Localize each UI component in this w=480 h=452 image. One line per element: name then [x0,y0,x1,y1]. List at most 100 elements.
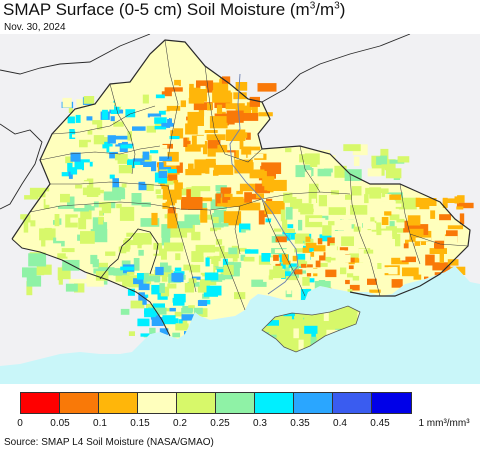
moisture-cell [99,171,106,177]
legend-swatch [333,393,372,413]
moisture-cell [102,109,108,120]
moisture-cell [385,194,392,202]
moisture-cell [87,126,93,135]
legend-tick-label: 0.45 [370,418,390,429]
moisture-cell [322,225,332,236]
moisture-cell [162,315,176,325]
moisture-cell [99,95,108,103]
moisture-cell [374,203,388,209]
moisture-cell [137,244,142,249]
moisture-cell [334,165,347,178]
legend-swatch [99,393,138,413]
moisture-cell [128,331,135,336]
moisture-cell [20,214,28,220]
moisture-cell [413,274,422,280]
moisture-cell [233,92,247,100]
moisture-cell [294,248,304,253]
moisture-cell [146,183,154,191]
moisture-cell [178,319,183,326]
moisture-cell [158,110,166,118]
moisture-cell [170,129,175,136]
moisture-cell [343,144,361,152]
moisture-cell [311,268,320,274]
moisture-cell [256,193,264,199]
moisture-cell [87,142,101,151]
moisture-cell [105,251,116,256]
moisture-cell [61,172,69,179]
moisture-cell [282,219,288,232]
moisture-cell [419,198,437,210]
moisture-cell [115,273,127,282]
moisture-cell [273,254,279,261]
moisture-cell [111,105,120,114]
moisture-cell [158,267,171,273]
moisture-cell [223,226,237,234]
moisture-cell [265,218,272,223]
moisture-cell [371,188,389,193]
moisture-cell [352,280,367,284]
map-date: Nov. 30, 2024 [4,22,66,33]
moisture-cell [403,228,409,233]
moisture-cell [352,275,360,284]
moisture-cell [318,195,327,207]
moisture-cell [199,214,219,220]
moisture-cell [151,161,157,172]
moisture-cell [384,211,392,216]
moisture-cell [362,221,375,229]
moisture-cell [37,195,46,207]
moisture-cell [73,208,89,212]
moisture-cell [285,276,298,281]
moisture-cell [145,178,159,184]
moisture-cell [161,237,171,246]
moisture-cell [249,193,262,200]
moisture-cell [122,275,139,287]
moisture-cell [151,312,158,316]
moisture-cell [162,143,173,149]
moisture-cell [305,242,317,249]
moisture-cell [329,245,337,252]
moisture-cell [258,112,273,117]
moisture-cell [41,238,46,247]
moisture-cell [306,273,312,277]
moisture-cell [143,294,149,298]
moisture-cell [302,277,310,286]
moisture-cell [159,100,167,111]
moisture-cell [273,265,283,273]
moisture-cell [70,145,75,152]
moisture-cell [188,278,197,283]
moisture-cell [367,278,377,285]
moisture-cell [311,251,324,256]
moisture-cell [271,219,286,229]
moisture-cell [159,162,164,170]
moisture-cell [217,229,223,240]
moisture-cell [181,275,190,287]
moisture-cell [162,202,169,209]
moisture-cell [244,192,252,208]
moisture-cell [74,281,85,293]
moisture-cell [78,159,90,163]
moisture-cell [174,267,182,271]
moisture-cell [92,161,102,169]
moisture-cell [325,269,337,278]
moisture-cell [213,255,221,262]
moisture-cell [408,241,415,254]
moisture-cell [90,229,108,243]
moisture-cell [154,307,167,315]
moisture-cell [134,165,144,169]
moisture-cell [62,259,80,271]
moisture-cell [381,217,389,225]
russia-border [261,34,411,103]
moisture-cell [249,169,265,179]
moisture-cell [28,253,47,267]
moisture-cell [315,260,321,268]
moisture-cell [122,100,130,110]
moisture-cell [235,82,248,91]
moisture-cell [65,283,78,292]
moisture-cell [447,225,464,230]
moisture-cell [137,273,148,280]
source-note: Source: SMAP L4 Soil Moisture (NASA/GMAO… [4,437,214,448]
moisture-cell [334,219,352,230]
moisture-cell [317,238,323,245]
moisture-cell [204,130,218,133]
moisture-cell [261,253,271,262]
